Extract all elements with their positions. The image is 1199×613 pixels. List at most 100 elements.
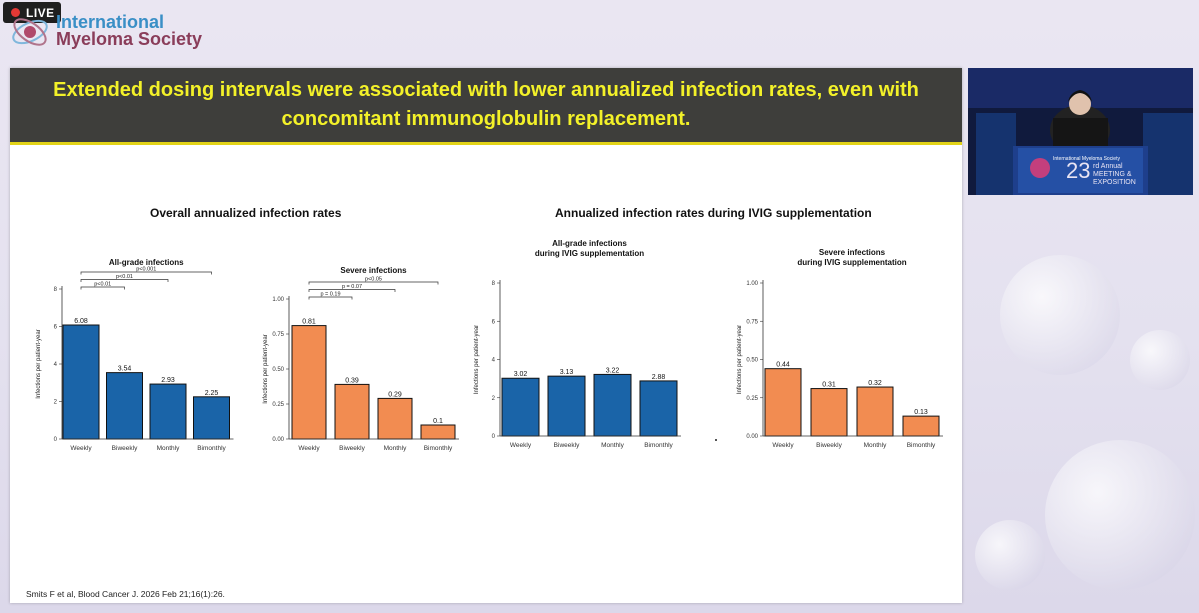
significance-label: p = 0.19 [320, 292, 340, 298]
y-tick-label: 0.25 [272, 402, 284, 408]
significance-label: p<0.001 [136, 267, 156, 273]
bar [639, 380, 678, 437]
y-axis-label: Infections per patient-year [36, 329, 42, 398]
significance-bracket [80, 279, 169, 282]
citation: Smits F et al, Blood Cancer J. 2026 Feb … [26, 589, 225, 599]
bar-value-label: 0.13 [914, 409, 928, 416]
y-tick-label: 6 [492, 319, 496, 325]
x-tick-label: Biweekly [554, 442, 580, 449]
significance-label: p<0.01 [116, 274, 133, 280]
x-tick-label: Bimonthly [197, 445, 226, 452]
bar [291, 325, 327, 440]
background-bubble [1045, 440, 1195, 590]
x-tick-label: Weekly [70, 445, 92, 452]
x-tick-label: Bimonthly [424, 445, 453, 452]
y-tick-label: 0 [54, 437, 58, 443]
chart-title: All-grade infections [109, 258, 184, 267]
svg-text:23: 23 [1066, 158, 1090, 183]
logo-line1: International [56, 12, 165, 32]
logo-line2: Myeloma Society [56, 29, 203, 49]
x-tick-label: Weekly [298, 445, 320, 452]
y-tick-label: 8 [54, 287, 58, 293]
y-tick-label: 0.75 [272, 332, 284, 338]
live-label: LIVE [26, 5, 55, 20]
svg-text:rd Annual: rd Annual [1093, 163, 1123, 170]
bar-value-label: 0.81 [302, 319, 316, 326]
bar [810, 388, 848, 437]
significance-bracket [308, 296, 353, 300]
bar-value-label: 3.02 [514, 371, 528, 378]
x-tick-label: Weekly [510, 442, 532, 449]
bar-value-label: 3.13 [560, 369, 574, 376]
bar-value-label: 0.31 [822, 382, 836, 389]
bar-value-label: 0.1 [433, 418, 443, 425]
bar-value-label: 6.08 [74, 318, 88, 325]
y-tick-label: 4 [54, 362, 58, 368]
x-tick-label: Biweekly [112, 445, 138, 452]
x-tick-label: Monthly [864, 442, 888, 449]
section-left-title: Overall annualized infection rates [150, 206, 342, 220]
bar-value-label: 0.32 [868, 380, 882, 387]
bar [377, 397, 413, 440]
x-tick-label: Monthly [157, 445, 181, 452]
bar [856, 386, 894, 437]
y-axis-label: Infections per patient-year [263, 334, 269, 403]
bar [106, 372, 143, 440]
x-tick-label: Bimonthly [907, 442, 936, 449]
y-tick-label: 0.00 [746, 434, 758, 440]
bar-value-label: 0.39 [345, 377, 359, 384]
chart-title: Severe infections [340, 266, 407, 275]
significance-label: p<0.01 [94, 282, 111, 288]
significance-bracket [80, 271, 212, 275]
bar [902, 415, 940, 437]
live-dot-icon [11, 8, 20, 17]
chart-title: All-grade infections [552, 239, 627, 248]
bar [149, 383, 187, 440]
chart-all-grade: All-grade infections Infections per patie… [36, 258, 234, 452]
svg-text:International Myeloma Society: International Myeloma Society [1053, 156, 1120, 162]
bar [62, 324, 100, 440]
section-right-title: Annualized infection rates during IVIG s… [555, 206, 872, 220]
x-tick-label: Biweekly [816, 442, 842, 449]
y-tick-label: 0.00 [272, 437, 284, 443]
ims-logo: International Myeloma Society [8, 10, 228, 52]
background-bubble [975, 520, 1045, 590]
y-tick-label: 2 [492, 396, 496, 402]
slide: Extended dosing intervals were associate… [10, 68, 962, 603]
chart-title: during IVIG supplementation [535, 249, 644, 258]
bar-value-label: 2.25 [205, 390, 219, 397]
bar-value-label: 3.54 [118, 366, 132, 373]
svg-text:EXPOSITION: EXPOSITION [1093, 179, 1136, 186]
bar [547, 375, 586, 437]
speaker-video[interactable]: International Myeloma Society 23 rd Annu… [968, 68, 1193, 195]
y-axis-label: Infections per patient-year [474, 325, 480, 394]
y-tick-label: 0.50 [746, 358, 758, 364]
bar [501, 377, 540, 437]
svg-text:MEETING &: MEETING & [1093, 171, 1132, 178]
chart-title: Severe infections [819, 248, 886, 257]
bar [764, 368, 802, 437]
y-tick-label: 1.00 [272, 297, 284, 303]
bar-value-label: 2.93 [161, 377, 175, 384]
significance-bracket [80, 286, 125, 290]
y-tick-label: 1.00 [746, 281, 758, 287]
y-tick-label: 2 [54, 400, 58, 406]
significance-label: p<0.05 [365, 277, 382, 283]
x-tick-label: Monthly [384, 445, 408, 452]
significance-bracket [308, 289, 396, 292]
background-bubble [1130, 330, 1190, 390]
slide-banner: Extended dosing intervals were associate… [10, 68, 962, 145]
bar [593, 373, 632, 437]
chart-title: during IVIG supplementation [797, 258, 906, 267]
x-tick-label: Bimonthly [644, 442, 673, 449]
bar-value-label: 0.44 [776, 362, 790, 369]
ims-logo-icon [12, 18, 48, 46]
y-tick-label: 8 [492, 281, 496, 287]
y-tick-label: 4 [492, 358, 496, 364]
significance-bracket [308, 281, 439, 285]
x-tick-label: Monthly [601, 442, 625, 449]
y-tick-label: 0.25 [746, 396, 758, 402]
bar [334, 383, 370, 440]
